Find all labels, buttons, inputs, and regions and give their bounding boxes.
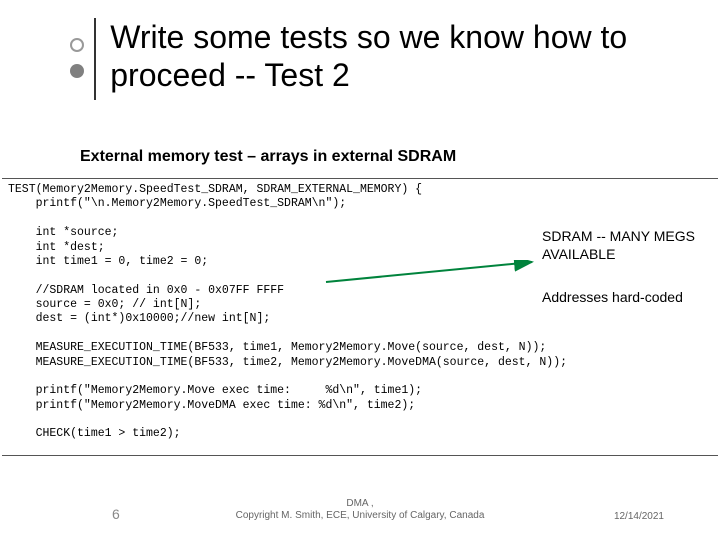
slide-title: Write some tests so we know how to proce…	[110, 18, 680, 95]
annotation-sdram-line2: AVAILABLE	[542, 246, 615, 262]
title-bullets	[70, 38, 84, 78]
footer-date: 12/14/2021	[614, 511, 664, 522]
footer-credit: DMA , Copyright M. Smith, ECE, Universit…	[236, 498, 485, 522]
annotation-sdram: SDRAM -- MANY MEGS AVAILABLE	[542, 228, 695, 263]
footer-credit-line1: DMA ,	[346, 498, 373, 509]
bullet-dot-solid	[70, 64, 84, 78]
bullet-dot-outline	[70, 38, 84, 52]
title-area: Write some tests so we know how to proce…	[70, 18, 680, 100]
slide-subtitle: External memory test – arrays in externa…	[80, 148, 456, 166]
annotation-sdram-line1: SDRAM -- MANY MEGS	[542, 228, 695, 244]
title-divider	[94, 18, 96, 100]
annotation-addresses: Addresses hard-coded	[542, 289, 683, 305]
footer-credit-line2: Copyright M. Smith, ECE, University of C…	[236, 510, 485, 521]
page-number: 6	[112, 506, 120, 522]
code-block: TEST(Memory2Memory.SpeedTest_SDRAM, SDRA…	[2, 178, 718, 456]
